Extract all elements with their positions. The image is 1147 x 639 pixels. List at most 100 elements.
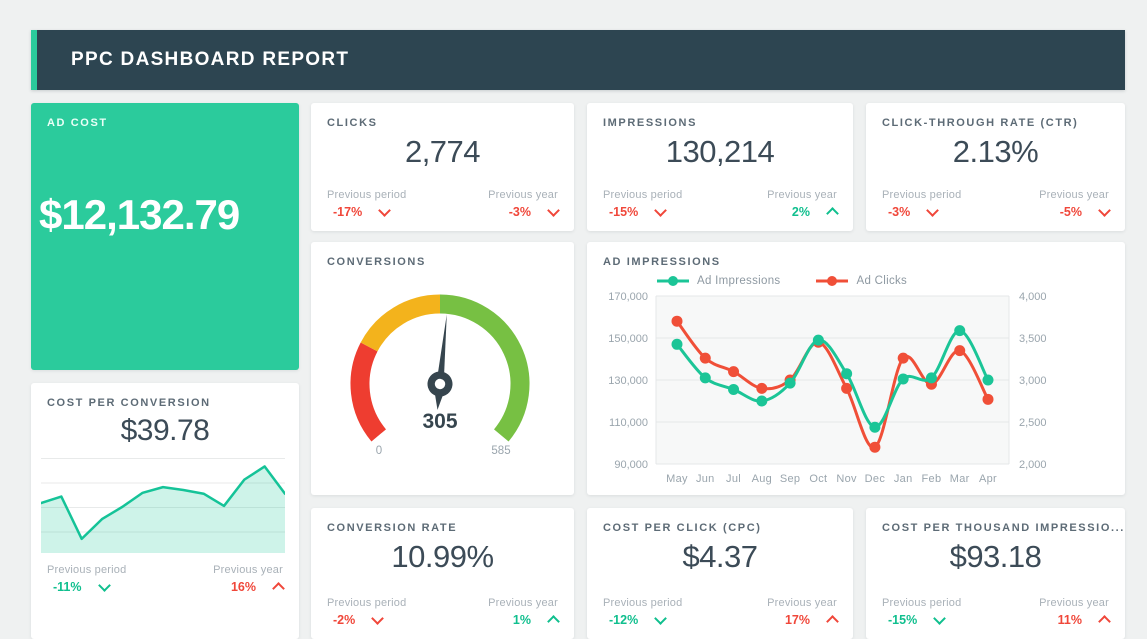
ctr-card: CLICK-THROUGH RATE (CTR) 2.13% Previous … — [866, 103, 1125, 231]
cost-per-conversion-card: COST PER CONVERSION $39.78 Previous peri… — [31, 383, 299, 639]
legend-item-ad-impressions[interactable]: Ad Impressions — [657, 275, 780, 287]
cpc-card: COST PER CLICK (CPC) $4.37 Previous peri… — [587, 508, 853, 639]
conversions-card: CONVERSIONS 305 0 585 — [311, 242, 574, 495]
delta-value: 17% — [784, 613, 810, 627]
chevron-up-icon — [826, 207, 839, 220]
delta-value: -5% — [1059, 205, 1082, 219]
ad-impressions-chart: 170,000 4,000 150,000 3,500 130,000 3,000 110,… — [608, 291, 1047, 485]
teal-series-marker-icon — [657, 276, 689, 286]
ad-cost-card: AD COST $12,132.79 — [31, 103, 299, 370]
svg-text:0: 0 — [376, 445, 382, 457]
svg-text:170,000: 170,000 — [608, 291, 648, 303]
previous-year-delta: -5% — [1059, 204, 1111, 219]
svg-text:3,000: 3,000 — [1019, 375, 1047, 387]
legend-label: Ad Clicks — [856, 275, 908, 287]
legend-label: Ad Impressions — [697, 275, 781, 287]
previous-year-delta: 11% — [1057, 613, 1111, 628]
previous-period-delta: -11% — [47, 579, 126, 594]
ad-impressions-card: AD IMPRESSIONS Ad Impressions Ad Clicks … — [587, 242, 1125, 495]
chevron-down-icon — [654, 204, 668, 217]
delta-value: 16% — [230, 580, 256, 594]
previous-period-label: Previous period — [327, 189, 407, 201]
comparison-row: Previous period -17% Previous year -3% — [311, 189, 574, 231]
conversion-rate-title: CONVERSION RATE — [327, 522, 458, 534]
delta-value: -3% — [508, 205, 531, 219]
svg-text:Jul: Jul — [726, 473, 741, 485]
svg-text:May: May — [666, 473, 688, 485]
cpm-title: COST PER THOUSAND IMPRESSIO... — [882, 522, 1125, 534]
delta-value: -12% — [609, 613, 639, 627]
ad-impressions-title: AD IMPRESSIONS — [603, 256, 721, 268]
delta-value: -3% — [888, 205, 911, 219]
svg-text:4,000: 4,000 — [1019, 291, 1047, 303]
previous-year-delta: 16% — [230, 580, 285, 595]
previous-period-delta: -3% — [882, 204, 961, 219]
previous-year-label: Previous year — [213, 564, 283, 576]
chevron-up-icon — [547, 615, 560, 628]
previous-period-label: Previous period — [47, 564, 127, 576]
previous-year-label: Previous year — [1039, 597, 1109, 609]
chevron-up-icon — [1098, 615, 1111, 628]
previous-period-delta: -17% — [327, 204, 406, 219]
conversions-gauge: 305 0 585 — [350, 294, 530, 457]
previous-year-delta: 2% — [791, 205, 839, 220]
delta-value: 1% — [512, 613, 531, 627]
comparison-row: Previous period -2% Previous year 1% — [311, 597, 574, 639]
previous-period-label: Previous period — [327, 597, 407, 609]
svg-text:Jun: Jun — [696, 473, 715, 485]
chevron-down-icon — [378, 204, 392, 217]
svg-text:Dec: Dec — [865, 473, 886, 485]
legend-item-ad-clicks[interactable]: Ad Clicks — [816, 275, 907, 287]
svg-text:150,000: 150,000 — [608, 333, 648, 345]
previous-period-label: Previous period — [603, 597, 683, 609]
chevron-down-icon — [1098, 204, 1111, 217]
svg-text:Mar: Mar — [950, 473, 970, 485]
chevron-down-icon — [547, 204, 560, 217]
chevron-up-icon — [272, 582, 285, 595]
impressions-value: 130,214 — [665, 134, 775, 169]
delta-value: 2% — [791, 205, 810, 219]
svg-text:Oct: Oct — [809, 473, 827, 485]
report-title: PPC DASHBOARD REPORT — [71, 49, 350, 70]
ctr-title: CLICK-THROUGH RATE (CTR) — [882, 117, 1079, 129]
chevron-up-icon — [826, 615, 839, 628]
clicks-title: CLICKS — [327, 117, 378, 129]
previous-period-label: Previous period — [882, 189, 962, 201]
svg-text:585: 585 — [491, 445, 510, 457]
previous-year-label: Previous year — [767, 189, 837, 201]
delta-value: -15% — [888, 613, 918, 627]
previous-year-delta: -3% — [508, 204, 560, 219]
previous-year-label: Previous year — [488, 189, 558, 201]
delta-value: -2% — [333, 613, 356, 627]
svg-text:Nov: Nov — [836, 473, 857, 485]
svg-text:Jan: Jan — [894, 473, 913, 485]
svg-text:Aug: Aug — [752, 473, 772, 485]
delta-value: 11% — [1057, 613, 1082, 627]
previous-year-delta: 1% — [512, 613, 560, 628]
delta-value: -15% — [609, 205, 639, 219]
svg-text:2,000: 2,000 — [1019, 459, 1047, 471]
cpm-card: COST PER THOUSAND IMPRESSIO... $93.18 Pr… — [866, 508, 1125, 639]
clicks-value: 2,774 — [404, 134, 481, 169]
svg-text:305: 305 — [422, 410, 457, 433]
conversion-rate-value: 10.99% — [391, 539, 494, 574]
comparison-row: Previous period -12% Previous year 17% — [587, 597, 853, 639]
cpm-value: $93.18 — [949, 539, 1042, 574]
previous-year-label: Previous year — [488, 597, 558, 609]
cpc-title: COST PER CLICK (CPC) — [603, 522, 762, 534]
conversions-title: CONVERSIONS — [327, 256, 426, 268]
svg-text:2,500: 2,500 — [1019, 417, 1047, 429]
svg-text:3,500: 3,500 — [1019, 333, 1047, 345]
cpc-value: $4.37 — [682, 539, 758, 574]
comparison-row: Previous period -3% Previous year -5% — [866, 189, 1125, 231]
chevron-down-icon — [654, 612, 668, 625]
cost-per-conversion-title: COST PER CONVERSION — [47, 397, 211, 409]
ad-cost-title: AD COST — [47, 117, 108, 129]
previous-period-delta: -2% — [327, 612, 406, 627]
report-header: PPC DASHBOARD REPORT — [31, 30, 1125, 90]
conversion-rate-card: CONVERSION RATE 10.99% Previous period -… — [311, 508, 574, 639]
chevron-down-icon — [97, 579, 111, 592]
previous-year-label: Previous year — [1039, 189, 1109, 201]
chart-legend: Ad Impressions Ad Clicks — [657, 275, 907, 287]
